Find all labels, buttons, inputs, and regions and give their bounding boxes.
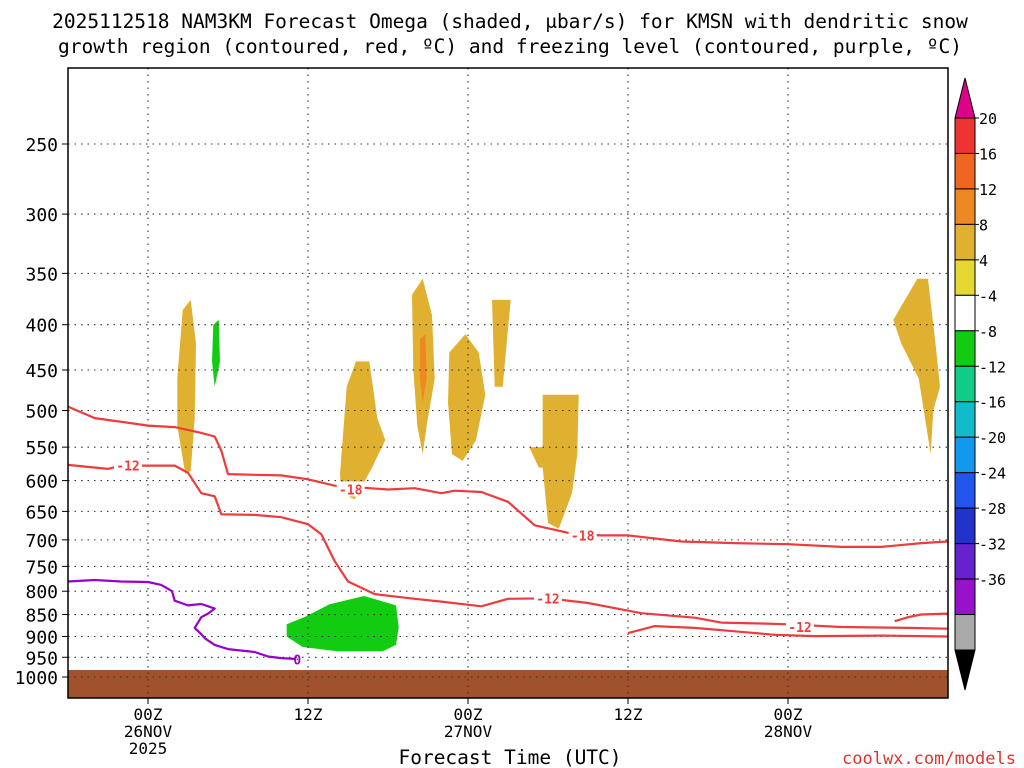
x-axis-label: Forecast Time (UTC) <box>398 746 621 768</box>
colorbar-segment <box>954 259 976 296</box>
colorbar-segment <box>954 365 976 403</box>
colorbar-segment <box>954 578 976 616</box>
omega-region <box>529 447 555 468</box>
y-tick-label: 650 <box>25 502 58 523</box>
y-tick-label: 950 <box>25 648 58 669</box>
colorbar-label: 16 <box>979 145 997 163</box>
x-tick-date: 27NOV <box>444 722 493 741</box>
omega-region <box>476 574 490 589</box>
omega-region <box>198 271 239 535</box>
x-tick-time: 00Z <box>134 705 163 724</box>
red-contour-label: -12 <box>116 460 139 475</box>
omega-region <box>492 299 511 387</box>
colorbar-segment <box>954 117 976 154</box>
colorbar-label: -24 <box>979 465 1006 483</box>
x-tick-date: 28NOV <box>764 722 813 741</box>
y-tick-label: 450 <box>25 361 58 382</box>
colorbar-label: -8 <box>979 323 997 341</box>
contour-label-bg <box>786 618 814 634</box>
colorbar-label: -32 <box>979 536 1006 554</box>
omega-region <box>542 394 579 529</box>
colorbar-segment <box>954 543 976 580</box>
purple-contour <box>67 578 295 660</box>
grid-lines <box>68 68 948 698</box>
y-tick-label: 700 <box>25 531 58 552</box>
x-tick-date: 26NOV <box>124 722 173 741</box>
contour-layer: -12 -18 -18 -12 -12 0 <box>67 405 949 668</box>
chart-title-line-1: 2025112518 NAM3KM Forecast Omega (shaded… <box>52 10 968 33</box>
omega-region <box>228 623 248 652</box>
red-contour-label: -12 <box>788 621 811 636</box>
contour-label-bg <box>534 590 562 606</box>
y-tick-label: 1000 <box>15 668 58 689</box>
colorbar-label: -28 <box>979 500 1006 518</box>
omega-region <box>448 334 486 461</box>
colorbar-label: -36 <box>979 571 1006 589</box>
colorbar-segment <box>954 614 976 651</box>
omega-region <box>893 278 940 455</box>
red-contour-label: -18 <box>571 529 595 544</box>
y-tick-label: 550 <box>25 438 58 459</box>
colorbar-label: 12 <box>979 181 997 199</box>
colorbar-label: 8 <box>979 216 988 234</box>
y-tick-label: 850 <box>25 606 58 627</box>
colorbar-bottom-cap <box>954 649 976 691</box>
y-tick-label: 750 <box>25 557 58 578</box>
colorbar-label: 4 <box>979 252 988 270</box>
red-contour <box>67 405 949 548</box>
colorbar-label: -12 <box>979 358 1006 376</box>
contour-label-bg <box>568 527 597 543</box>
red-contour <box>894 612 949 623</box>
red-contour-label: -12 <box>536 592 559 607</box>
omega-region <box>164 623 204 668</box>
x-tick-time: 12Z <box>294 705 323 724</box>
y-tick-label: 300 <box>25 205 58 226</box>
contour-label-bg <box>114 457 142 473</box>
y-tick-label: 900 <box>25 627 58 648</box>
red-contour <box>627 625 949 638</box>
colorbar-segment <box>954 330 976 367</box>
x-tick-time: 00Z <box>454 705 483 724</box>
omega-region <box>286 596 399 652</box>
chart-title-line-2: growth region (contoured, red, ºC) and f… <box>58 35 962 58</box>
colorbar-segment <box>954 188 976 225</box>
y-tick-label: 400 <box>25 316 58 337</box>
omega-region <box>694 661 748 668</box>
colorbar-label: 20 <box>979 110 997 128</box>
colorbar: 20 16 12 8 4 -4 -8 -12 -16 -20 -24 -28 -32 -36 <box>954 77 1006 691</box>
colorbar-label: -20 <box>979 429 1006 447</box>
colorbar-label: -4 <box>979 287 997 305</box>
x-tick-year: 2025 <box>129 739 168 758</box>
colorbar-segment <box>954 507 976 545</box>
y-tick-label: 350 <box>25 264 58 285</box>
omega-region <box>420 334 427 403</box>
x-tick-time: 00Z <box>774 705 803 724</box>
red-contour <box>67 463 949 630</box>
colorbar-segment <box>954 436 976 474</box>
purple-contour-label: 0 <box>293 653 301 668</box>
y-tick-label: 500 <box>25 402 58 423</box>
y-tick-label: 600 <box>25 472 58 493</box>
colorbar-segment <box>954 472 976 509</box>
colorbar-top-cap <box>954 77 976 119</box>
y-tick-label: 250 <box>25 135 58 156</box>
terrain-surface <box>68 670 948 698</box>
red-contour-label: -18 <box>339 483 363 498</box>
colorbar-segment <box>954 401 976 438</box>
y-tick-label: 800 <box>25 582 58 603</box>
x-tick-time: 12Z <box>614 705 643 724</box>
colorbar-label: -16 <box>979 394 1006 412</box>
colorbar-segment <box>954 294 976 332</box>
credit-text: coolwx.com/models <box>842 749 1016 768</box>
omega-region <box>340 361 386 500</box>
colorbar-segment <box>954 152 976 190</box>
colorbar-segment <box>954 223 976 261</box>
plot-frame <box>67 67 949 699</box>
y-axis: 2503003504004505005506006507007508008509… <box>15 135 68 689</box>
contour-label-bg <box>336 481 365 497</box>
plot-area: -12 -18 -18 -12 -12 0 <box>67 67 949 699</box>
